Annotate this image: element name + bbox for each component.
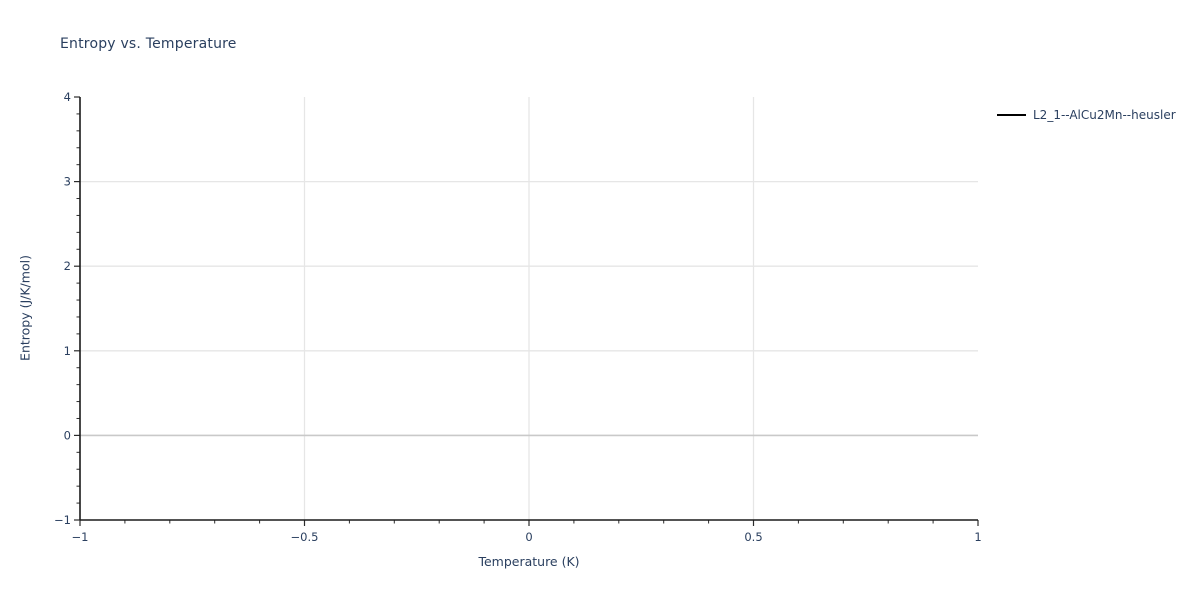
chart-title: Entropy vs. Temperature [60, 36, 237, 52]
gridlines [80, 97, 978, 520]
legend-label: L2_1--AlCu2Mn--heusler [1033, 108, 1176, 122]
x-tick-label: 0 [525, 530, 532, 544]
y-tick-label: 1 [64, 344, 71, 358]
y-axis-label: Entropy (J/K/mol) [17, 255, 33, 361]
x-tick-labels: −1 −0.5 0 0.5 1 [72, 530, 982, 544]
y-tick-label: −1 [54, 513, 71, 527]
x-tick-label: 1 [974, 530, 981, 544]
axis-spines [79, 97, 978, 521]
minor-ticks [76, 113, 934, 524]
y-tick-label: 2 [64, 259, 71, 273]
legend: L2_1--AlCu2Mn--heusler [997, 107, 1176, 123]
major-ticks [74, 96, 979, 526]
x-tick-label: −1 [72, 530, 89, 544]
legend-line-sample [997, 113, 1026, 117]
x-tick-label: −0.5 [291, 530, 319, 544]
y-tick-label: 3 [64, 175, 71, 189]
y-tick-label: 4 [64, 90, 71, 104]
x-tick-label: 0.5 [744, 530, 762, 544]
y-tick-labels: −1 0 1 2 3 4 [54, 90, 71, 527]
x-axis-label: Temperature (K) [478, 554, 580, 569]
y-tick-label: 0 [64, 428, 71, 442]
